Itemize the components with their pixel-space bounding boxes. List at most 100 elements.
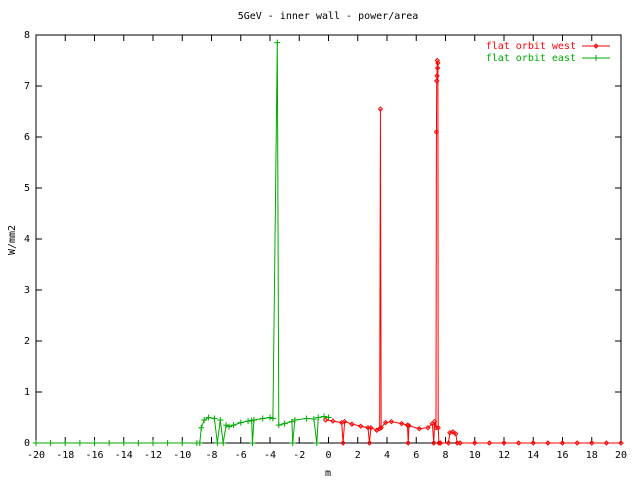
y-tick-label: 5 <box>24 183 30 194</box>
legend-label: flat orbit west <box>486 41 576 52</box>
x-axis-label: m <box>325 468 331 479</box>
data-point <box>378 424 384 431</box>
y-axis-label: W/mm2 <box>7 225 18 255</box>
y-tick-label: 8 <box>24 30 30 41</box>
data-point <box>313 440 320 446</box>
x-tick-label: 8 <box>442 450 448 461</box>
data-point <box>237 419 244 426</box>
data-point <box>201 417 208 424</box>
x-tick-label: -16 <box>85 450 103 461</box>
x-tick-label: 18 <box>586 450 598 461</box>
data-point <box>120 440 127 446</box>
data-point <box>33 440 39 446</box>
data-point <box>249 440 256 446</box>
data-point <box>340 440 346 446</box>
x-tick-label: -2 <box>293 450 305 461</box>
data-point <box>501 440 507 446</box>
data-point <box>275 422 282 429</box>
data-point <box>457 440 463 446</box>
data-point <box>245 418 252 425</box>
data-point <box>405 440 411 446</box>
data-point <box>289 440 296 446</box>
data-point <box>267 414 273 421</box>
data-point <box>445 440 452 446</box>
y-tick-label: 7 <box>24 81 30 92</box>
data-point <box>349 421 355 427</box>
y-tick-label: 3 <box>24 285 30 296</box>
data-point <box>416 426 422 432</box>
x-tick-label: -6 <box>235 450 247 461</box>
data-point <box>515 440 522 446</box>
data-point <box>472 440 478 446</box>
x-tick-label: -14 <box>115 450 133 461</box>
data-point <box>603 440 610 446</box>
data-point <box>545 440 551 446</box>
series-line <box>36 42 329 444</box>
data-point <box>321 413 328 420</box>
data-point <box>486 440 493 446</box>
data-point <box>434 57 441 64</box>
data-point <box>425 424 431 431</box>
x-tick-label: 0 <box>325 450 331 461</box>
data-point <box>434 78 440 84</box>
data-point <box>377 106 384 112</box>
data-point <box>179 440 186 446</box>
data-point <box>76 440 83 446</box>
x-tick-label: 12 <box>498 450 510 461</box>
data-point <box>291 417 298 424</box>
data-point <box>106 440 113 446</box>
data-point <box>434 65 441 71</box>
data-point <box>220 440 227 446</box>
chart-title: 5GeV - inner wall - power/area <box>238 11 419 22</box>
y-tick-label: 0 <box>24 438 30 449</box>
data-point <box>530 440 536 446</box>
data-point <box>214 440 221 446</box>
data-point <box>376 426 383 432</box>
data-point <box>47 440 54 446</box>
x-tick-label: -4 <box>264 450 276 461</box>
data-point <box>303 415 310 422</box>
data-point <box>435 424 441 431</box>
data-point <box>559 440 566 446</box>
data-point <box>62 440 69 446</box>
data-point <box>226 423 233 430</box>
x-tick-label: 2 <box>355 450 361 461</box>
data-point <box>211 415 218 422</box>
data-point <box>368 424 374 431</box>
data-point <box>274 39 281 46</box>
x-tick-label: -12 <box>144 450 162 461</box>
data-point <box>250 417 257 424</box>
data-point <box>436 440 442 446</box>
series-line <box>325 60 621 444</box>
data-point <box>431 418 438 425</box>
data-point <box>198 424 205 431</box>
y-tick-label: 4 <box>24 234 30 245</box>
data-point <box>433 129 440 135</box>
data-point <box>357 423 364 429</box>
x-tick-label: -20 <box>27 450 45 461</box>
x-tick-label: -8 <box>205 450 217 461</box>
data-point <box>310 416 317 423</box>
y-tick-label: 6 <box>24 132 30 143</box>
data-point <box>574 440 580 446</box>
data-point <box>325 414 332 421</box>
data-point <box>223 422 230 429</box>
data-point <box>135 440 142 446</box>
x-tick-label: 14 <box>527 450 539 461</box>
x-tick-label: 6 <box>413 450 419 461</box>
data-point <box>269 415 276 422</box>
legend-marker <box>593 55 599 61</box>
data-point <box>450 429 456 435</box>
y-tick-label: 2 <box>24 336 30 347</box>
data-point <box>150 440 156 446</box>
data-point <box>205 414 212 421</box>
data-point <box>434 73 440 79</box>
data-point <box>91 440 98 446</box>
data-point <box>398 420 405 427</box>
plot-border <box>35 34 622 444</box>
x-tick-label: 20 <box>615 450 627 461</box>
data-point <box>453 431 459 437</box>
data-point <box>330 418 336 424</box>
x-tick-label: -10 <box>173 450 191 461</box>
data-point <box>406 422 412 429</box>
